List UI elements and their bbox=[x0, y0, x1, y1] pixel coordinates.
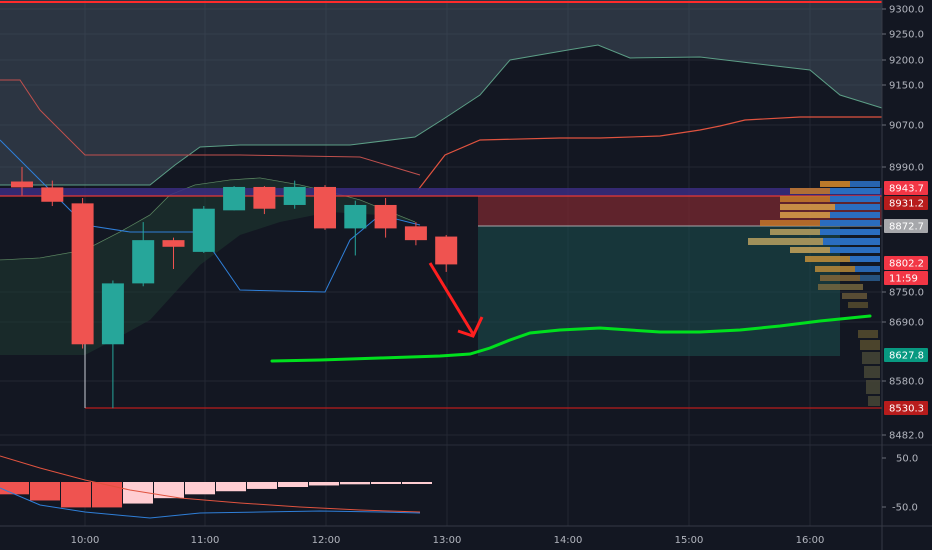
candle-body bbox=[253, 186, 276, 209]
price-tag: 11:59 bbox=[884, 271, 928, 285]
price-tick-label: 8990.0 bbox=[889, 163, 924, 174]
price-tick-label: 9150.0 bbox=[889, 81, 924, 92]
price-tick-label: 9200.0 bbox=[889, 56, 924, 67]
histogram-bar bbox=[340, 482, 370, 485]
histogram-bar bbox=[0, 482, 29, 495]
time-tick-label: 15:00 bbox=[675, 535, 704, 546]
candle bbox=[314, 185, 336, 230]
price-tick-label: 9250.0 bbox=[889, 30, 924, 41]
histogram-bar bbox=[309, 482, 339, 486]
price-tick-label: 9070.0 bbox=[889, 121, 924, 132]
candle bbox=[223, 186, 246, 211]
candle-body bbox=[41, 187, 64, 202]
price-tag-label: 11:59 bbox=[889, 274, 918, 285]
price-tags: 8943.7 8931.2 8872.7 8802.2 11:59 8627.8 8530.… bbox=[884, 181, 928, 415]
candle bbox=[283, 180, 306, 209]
time-tick-label: 16:00 bbox=[796, 535, 825, 546]
candle bbox=[162, 237, 185, 270]
histogram-bar bbox=[371, 482, 401, 484]
price-tag-label: 8931.2 bbox=[889, 199, 924, 210]
drawing-annotations bbox=[270, 262, 872, 363]
oscillator-pane bbox=[0, 444, 932, 519]
price-tag: 8931.2 bbox=[884, 196, 928, 210]
histogram-bar bbox=[61, 482, 91, 508]
price-tag: 8627.8 bbox=[884, 348, 928, 362]
candle-body bbox=[283, 186, 306, 205]
oscillator-histogram bbox=[0, 482, 432, 508]
volume-profile bbox=[748, 181, 880, 406]
time-tick-label: 13:00 bbox=[433, 535, 462, 546]
oscillator-tick-label: -50.0 bbox=[892, 503, 918, 514]
time-tick-label: 11:00 bbox=[191, 535, 220, 546]
time-tick-label: 12:00 bbox=[312, 535, 341, 546]
candle bbox=[192, 206, 215, 253]
candle bbox=[253, 186, 276, 215]
candle-body bbox=[344, 204, 367, 229]
price-tag: 8802.2 bbox=[884, 256, 928, 270]
histogram-bar bbox=[278, 482, 308, 488]
histogram-bar bbox=[92, 482, 122, 508]
price-tick-label: 8750.0 bbox=[889, 288, 924, 299]
candle-body bbox=[11, 181, 33, 188]
candle-body bbox=[101, 283, 124, 345]
candle-body bbox=[223, 186, 246, 211]
candle-body bbox=[132, 240, 155, 284]
candle bbox=[41, 180, 64, 207]
price-tag: 8530.3 bbox=[884, 401, 928, 415]
histogram-bar bbox=[216, 482, 246, 492]
candlestick-series bbox=[11, 167, 458, 409]
histogram-bar bbox=[154, 482, 184, 499]
time-tick-label: 14:00 bbox=[554, 535, 583, 546]
candle bbox=[344, 200, 367, 256]
candle-body bbox=[192, 208, 215, 252]
histogram-bar bbox=[185, 482, 215, 495]
price-tag: 8943.7 bbox=[884, 181, 928, 195]
histogram-bar bbox=[123, 482, 153, 504]
forecast-curve bbox=[270, 314, 872, 363]
price-tag-label: 8530.3 bbox=[889, 404, 924, 415]
candle bbox=[101, 280, 124, 409]
candle bbox=[374, 198, 397, 238]
price-tick-label: 8482.0 bbox=[889, 431, 924, 442]
candle-body bbox=[71, 203, 94, 345]
price-tag-label: 8943.7 bbox=[889, 184, 924, 195]
price-tick-label: 8690.0 bbox=[889, 318, 924, 329]
candle-body bbox=[374, 204, 397, 229]
time-tick-label: 10:00 bbox=[71, 535, 100, 546]
candle bbox=[11, 167, 33, 196]
price-tick-label: 9300.0 bbox=[889, 5, 924, 16]
candle bbox=[404, 222, 427, 246]
candle-body bbox=[435, 236, 458, 265]
candle-body bbox=[162, 240, 185, 247]
time-axis[interactable]: 10:00 11:00 12:00 13:00 14:00 15:00 16:00 bbox=[71, 535, 825, 546]
price-tag-label: 8627.8 bbox=[889, 351, 924, 362]
histogram-bar bbox=[247, 482, 277, 489]
oscillator-tick-label: 50.0 bbox=[896, 454, 918, 465]
candle bbox=[132, 222, 155, 287]
price-tick-label: 8580.0 bbox=[889, 377, 924, 388]
candle-body bbox=[404, 226, 427, 241]
candle-body bbox=[314, 186, 336, 229]
price-tag: 8872.7 bbox=[884, 219, 928, 233]
price-tag-label: 8802.2 bbox=[889, 259, 924, 270]
candle bbox=[71, 198, 94, 349]
down-arrow bbox=[428, 262, 475, 335]
histogram-bar bbox=[402, 482, 432, 484]
price-tag-label: 8872.7 bbox=[889, 222, 924, 233]
candle bbox=[435, 235, 458, 272]
histogram-bar bbox=[30, 482, 60, 501]
